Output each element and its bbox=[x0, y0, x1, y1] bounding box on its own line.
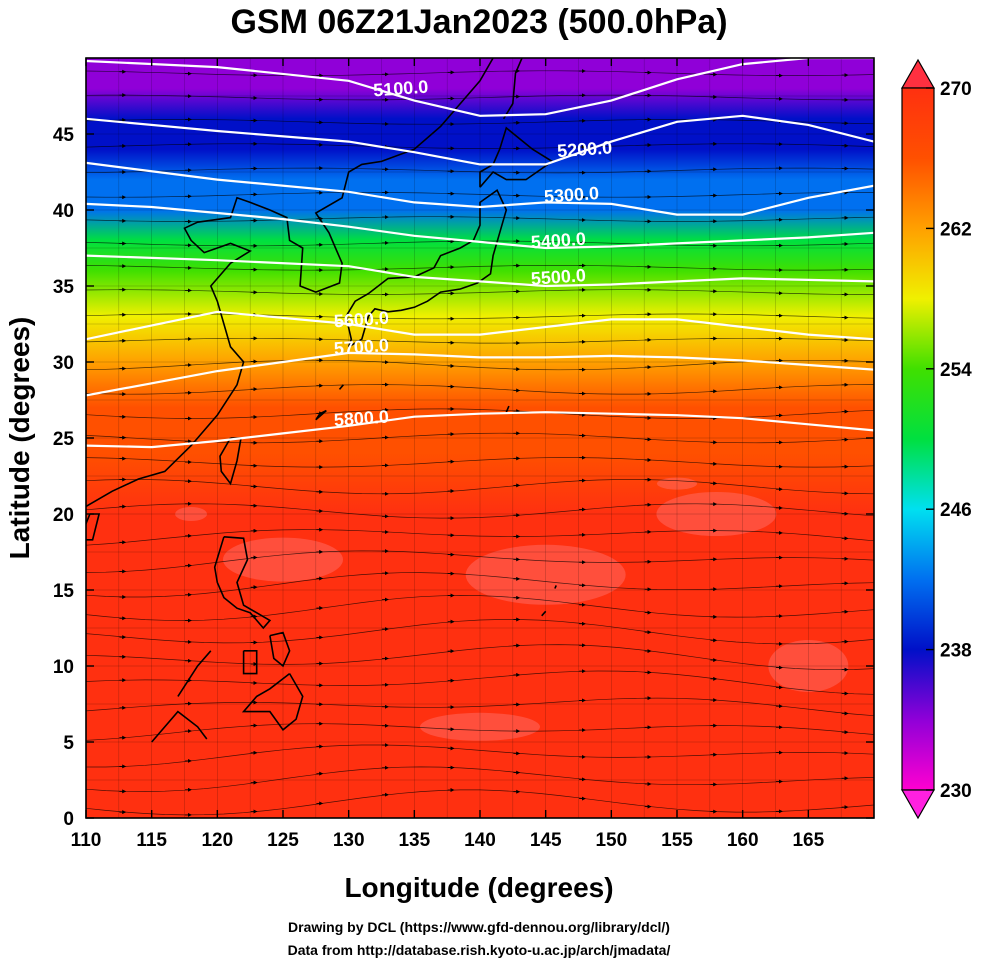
x-axis-title: Longitude (degrees) bbox=[344, 872, 613, 903]
contour-5700.0 bbox=[86, 411, 874, 449]
coastline bbox=[502, 58, 523, 120]
coastline bbox=[269, 631, 291, 668]
colorbar-tick-label: 270 bbox=[940, 79, 972, 100]
colorbar-bottom-triangle bbox=[900, 789, 936, 820]
contour-5200.0 bbox=[86, 114, 874, 166]
x-tick-label: 150 bbox=[595, 830, 627, 851]
coastline bbox=[338, 384, 345, 390]
x-tick-label: 165 bbox=[792, 830, 824, 851]
coastline bbox=[554, 585, 557, 589]
y-tick-label: 20 bbox=[53, 505, 74, 526]
coastline bbox=[242, 650, 258, 675]
contour-3 bbox=[86, 202, 874, 250]
credit-data: Data from http://database.rish.kyoto-u.a… bbox=[288, 942, 671, 958]
colorbar-tick-label: 238 bbox=[940, 641, 972, 662]
height-contours bbox=[86, 58, 874, 449]
contour-label-5300.0: 5300.0 bbox=[543, 183, 599, 207]
chart-title: GSM 06Z21Jan2023 (500.0hPa) bbox=[230, 3, 727, 41]
colorbar-top-triangle bbox=[900, 58, 936, 89]
contour-label-5500.0: 5500.0 bbox=[530, 265, 586, 289]
coastline bbox=[479, 126, 554, 188]
coastline bbox=[86, 513, 101, 541]
colorbar-tick-label: 262 bbox=[940, 219, 972, 240]
contour-label-5600.0: 5600.0 bbox=[333, 308, 389, 332]
plot-area: 5100.0 5200.0 5300.0 5400.0 5500.0 5600.0 5700… bbox=[85, 57, 875, 819]
x-tick-label: 140 bbox=[464, 830, 496, 851]
contour-label-5800.0: 5800.0 bbox=[333, 406, 389, 430]
x-tick-label: 135 bbox=[398, 830, 430, 851]
x-tick-label: 120 bbox=[201, 830, 233, 851]
colorbar-tick-label: 230 bbox=[940, 781, 972, 802]
contour-label-5100.0: 5100.0 bbox=[373, 77, 429, 101]
contour-label-5200.0: 5200.0 bbox=[556, 137, 612, 161]
coastline-outline bbox=[86, 58, 557, 743]
coastline bbox=[541, 610, 547, 617]
contour-5100.0 bbox=[86, 58, 874, 117]
colorbar: 230 238 246 254 262 270 bbox=[900, 58, 972, 820]
coastline bbox=[505, 405, 510, 413]
x-axis: 110 115 120 125 130 135 140 145 150 155 160 165 bbox=[71, 58, 825, 851]
y-axis-title: Latitude (degrees) bbox=[4, 317, 35, 560]
warm-patches bbox=[175, 477, 849, 741]
credit-dcl: Drawing by DCL (https://www.gfd-dennou.o… bbox=[288, 919, 670, 935]
contour-5600.0 bbox=[86, 351, 874, 397]
coastline bbox=[177, 650, 212, 697]
coastline bbox=[86, 58, 494, 508]
y-tick-label: 25 bbox=[53, 429, 75, 450]
x-tick-label: 110 bbox=[71, 830, 102, 851]
x-tick-label: 115 bbox=[136, 830, 167, 851]
contour-5300.0 bbox=[86, 161, 874, 216]
colorbar-ticks: 230 238 246 254 262 270 bbox=[926, 79, 972, 802]
y-tick-label: 10 bbox=[53, 657, 74, 678]
contour-5400.0 bbox=[86, 254, 874, 288]
contour-label-5400.0: 5400.0 bbox=[530, 229, 586, 253]
colorbar-body bbox=[901, 87, 935, 791]
y-tick-label: 0 bbox=[63, 809, 74, 830]
contour-label-5700.0: 5700.0 bbox=[333, 335, 389, 359]
x-tick-label: 160 bbox=[727, 830, 759, 851]
colorbar-tick-label: 254 bbox=[940, 360, 972, 381]
contour-labels: 5100.0 5200.0 5300.0 5400.0 5500.0 5600.0 5700… bbox=[333, 77, 613, 431]
x-tick-label: 125 bbox=[267, 830, 299, 851]
coastline bbox=[213, 536, 272, 630]
coastline bbox=[241, 672, 304, 731]
x-tick-label: 130 bbox=[333, 830, 365, 851]
coastline bbox=[345, 188, 508, 348]
y-axis: 0 5 10 15 20 25 30 35 40 45 bbox=[53, 125, 874, 830]
y-tick-label: 45 bbox=[53, 125, 75, 146]
coastline bbox=[315, 409, 327, 421]
x-tick-label: 155 bbox=[661, 830, 693, 851]
y-tick-label: 5 bbox=[63, 733, 74, 754]
y-tick-label: 35 bbox=[53, 277, 75, 298]
colorbar-tick-label: 246 bbox=[940, 500, 972, 521]
y-tick-label: 40 bbox=[53, 201, 74, 222]
y-tick-label: 15 bbox=[53, 581, 75, 602]
grid-lines bbox=[86, 58, 874, 818]
coastline bbox=[151, 710, 208, 743]
x-tick-label: 145 bbox=[530, 830, 562, 851]
contour-5500.0 bbox=[86, 310, 874, 341]
y-tick-label: 30 bbox=[53, 353, 74, 374]
